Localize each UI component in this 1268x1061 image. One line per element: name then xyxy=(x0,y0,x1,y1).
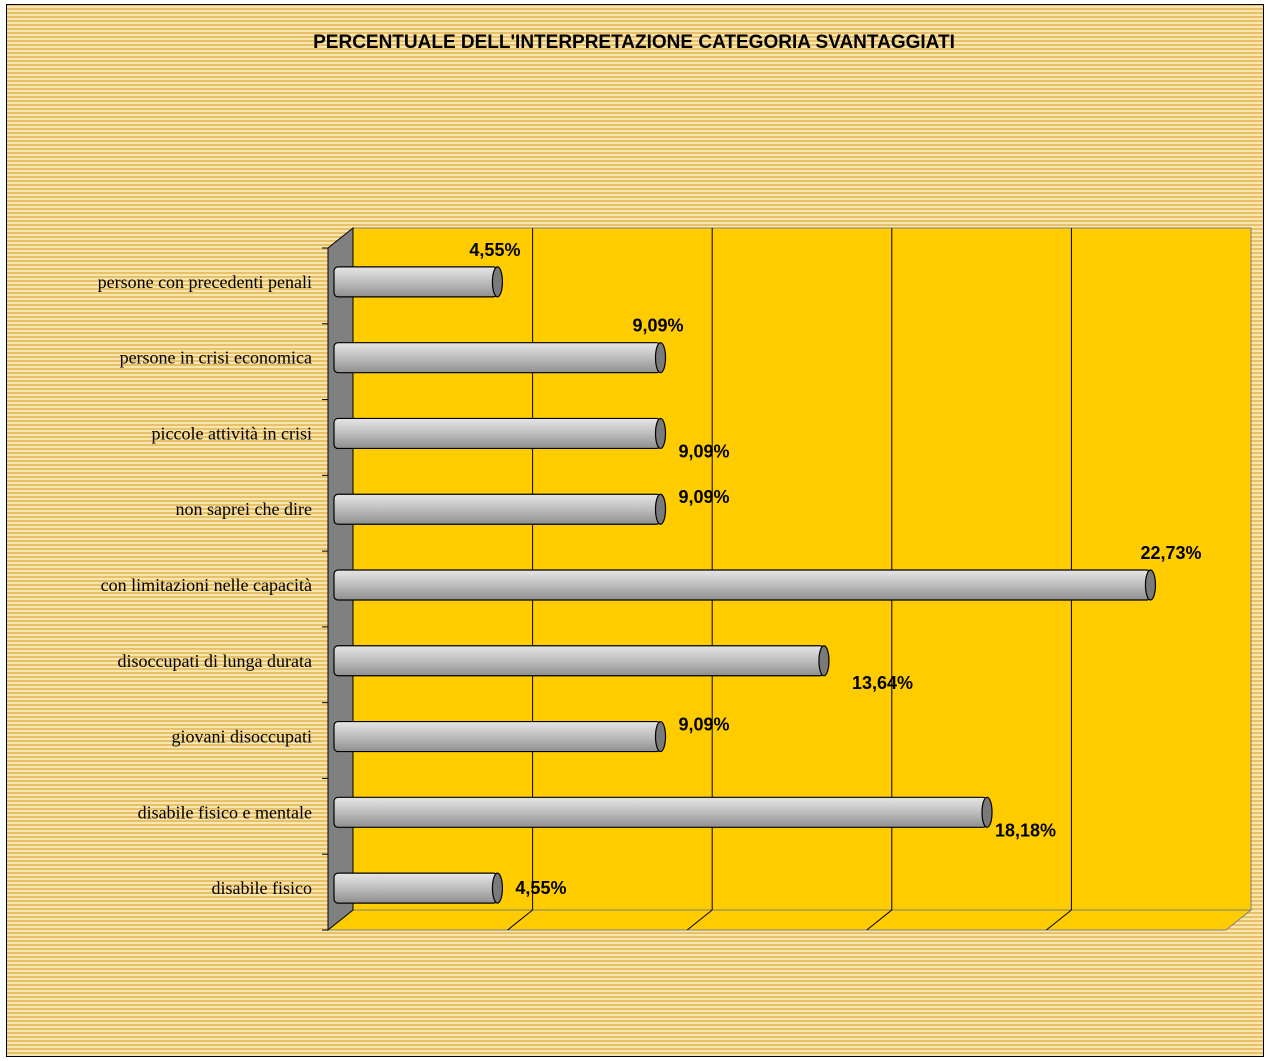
bar-end-cap xyxy=(491,872,504,904)
gridline-floor xyxy=(686,909,713,931)
value-label: 18,18% xyxy=(995,820,1056,840)
category-label: disabile fisico xyxy=(212,878,312,898)
bar-end-cap xyxy=(654,417,667,450)
bar xyxy=(333,872,499,904)
plot-area xyxy=(352,227,1252,911)
bar xyxy=(333,720,662,753)
value-label: 22,73% xyxy=(1140,543,1201,563)
bar xyxy=(333,342,662,374)
bar xyxy=(333,645,825,677)
value-label: 9,09% xyxy=(679,487,730,507)
value-label: 13,64% xyxy=(852,673,913,693)
bar-end-cap xyxy=(654,493,667,525)
chart-title: PERCENTUALE DELL'INTERPRETAZIONE CATEGOR… xyxy=(313,32,955,53)
value-label: 4,55% xyxy=(469,240,520,260)
category-label: giovani disoccupati xyxy=(172,727,312,747)
gridline-floor xyxy=(866,909,893,931)
bar xyxy=(333,569,1152,601)
bar-end-cap xyxy=(654,342,667,374)
bar-end-cap xyxy=(491,266,504,298)
plot-floor xyxy=(326,909,1253,931)
bar-end-cap xyxy=(1144,569,1157,601)
bar xyxy=(333,493,662,525)
category-label: non saprei che dire xyxy=(176,499,312,519)
category-label: persone con precedenti penali xyxy=(98,272,312,292)
category-label: con limitazioni nelle capacità xyxy=(101,575,312,595)
bar xyxy=(333,417,662,450)
gridline-floor xyxy=(507,909,533,931)
value-label: 9,09% xyxy=(679,715,730,735)
bar xyxy=(333,796,988,828)
bar-end-cap xyxy=(818,645,830,677)
category-label: persone in crisi economica xyxy=(120,348,312,368)
category-label: piccole attività in crisi xyxy=(152,423,312,443)
value-label: 9,09% xyxy=(633,316,684,336)
bar-end-cap xyxy=(654,720,667,753)
value-label: 9,09% xyxy=(679,441,730,461)
category-label: disabile fisico e mentale xyxy=(138,802,312,822)
bar-end-cap xyxy=(981,796,993,828)
category-label: disoccupati di lunga durata xyxy=(118,651,312,671)
bar xyxy=(333,266,499,298)
value-label: 4,55% xyxy=(515,878,566,898)
gridline-floor xyxy=(1046,909,1072,931)
